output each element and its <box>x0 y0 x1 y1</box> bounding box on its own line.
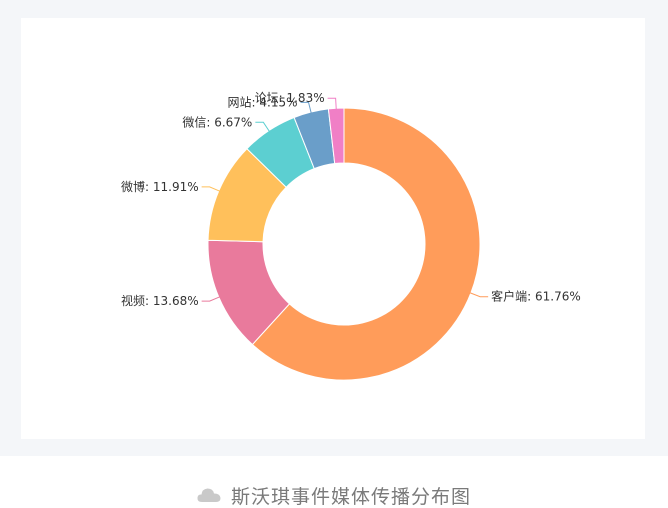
slice-labels: 客户端: 61.76% 视频: 13.68% 微博: 11.91% 微信: 6.67%… <box>121 91 581 308</box>
caption-text: 斯沃琪事件媒体传播分布图 <box>230 485 471 508</box>
slice-label-2: 微博: 11.91% <box>121 179 199 194</box>
slice-label-5: 论坛: 1.83% <box>255 91 325 105</box>
caption-bar <box>0 456 668 508</box>
leader-line-0 <box>468 291 489 298</box>
leader-line-2 <box>201 186 221 193</box>
label-leader-lines <box>201 97 489 302</box>
leader-line-1 <box>201 295 221 302</box>
leader-line-4 <box>300 101 312 115</box>
slice-label-3: 微信: 6.67% <box>182 115 252 129</box>
cloud-icon <box>197 488 221 502</box>
leader-line-5 <box>327 97 337 111</box>
slice-label-4: 网站: 4.15% <box>228 95 298 109</box>
slice-label-0: 客户端: 61.76% <box>491 289 581 304</box>
donut-chart: 客户端: 61.76% 视频: 13.68% 微博: 11.91% 微信: 6.67%… <box>121 91 581 381</box>
donut-slice-0 <box>251 107 481 381</box>
slice-label-1: 视频: 13.68% <box>121 293 199 308</box>
leader-line-3 <box>255 121 271 133</box>
donut-slices <box>207 107 481 381</box>
figure-caption: 斯沃琪事件媒体传播分布图 <box>0 480 668 508</box>
donut-slice-5 <box>327 107 345 165</box>
